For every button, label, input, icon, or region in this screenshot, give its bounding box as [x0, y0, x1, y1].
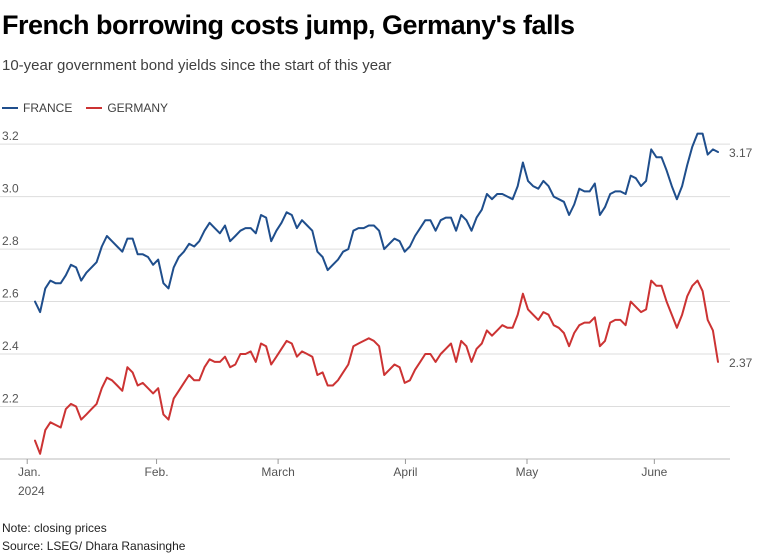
legend-label-france: FRANCE	[23, 101, 73, 115]
y-tick-label: 2.4	[2, 339, 19, 353]
y-tick-label: 3.2	[2, 129, 19, 143]
x-tick-label: Feb.	[145, 465, 169, 479]
x-tick-label: March	[261, 465, 294, 479]
chart-title: French borrowing costs jump, Germany's f…	[2, 10, 575, 40]
source-text: Source: LSEG/ Dhara Ranasinghe	[2, 539, 186, 553]
legend-item-france: FRANCE	[2, 101, 72, 115]
legend-swatch-germany	[86, 107, 103, 109]
x-tick-label: June	[641, 465, 667, 479]
y-tick-label: 2.6	[2, 287, 19, 301]
y-tick-label: 2.8	[2, 234, 19, 248]
y-tick-label: 3.0	[2, 182, 19, 196]
chart-subtitle: 10-year government bond yields since the…	[2, 57, 392, 74]
end-label-france: 3.17	[729, 146, 753, 160]
x-tick-label: May	[516, 465, 539, 479]
legend-label-germany: GERMANY	[107, 101, 169, 115]
note-text: Note: closing prices	[2, 521, 107, 535]
y-tick-label: 2.2	[2, 392, 19, 406]
legend: FRANCE GERMANY	[2, 101, 182, 115]
legend-swatch-france	[2, 107, 18, 109]
x-tick-label: April	[393, 465, 417, 479]
legend-item-germany: GERMANY	[86, 101, 168, 115]
x-tick-label: Jan.	[18, 465, 41, 479]
end-label-germany: 2.37	[729, 356, 753, 370]
x-tick-sublabel: 2024	[18, 484, 45, 498]
series-line-germany	[34, 279, 719, 455]
chart-notes: Note: closing prices Source: LSEG/ Dhara…	[2, 519, 185, 555]
series-line-france	[34, 132, 719, 314]
